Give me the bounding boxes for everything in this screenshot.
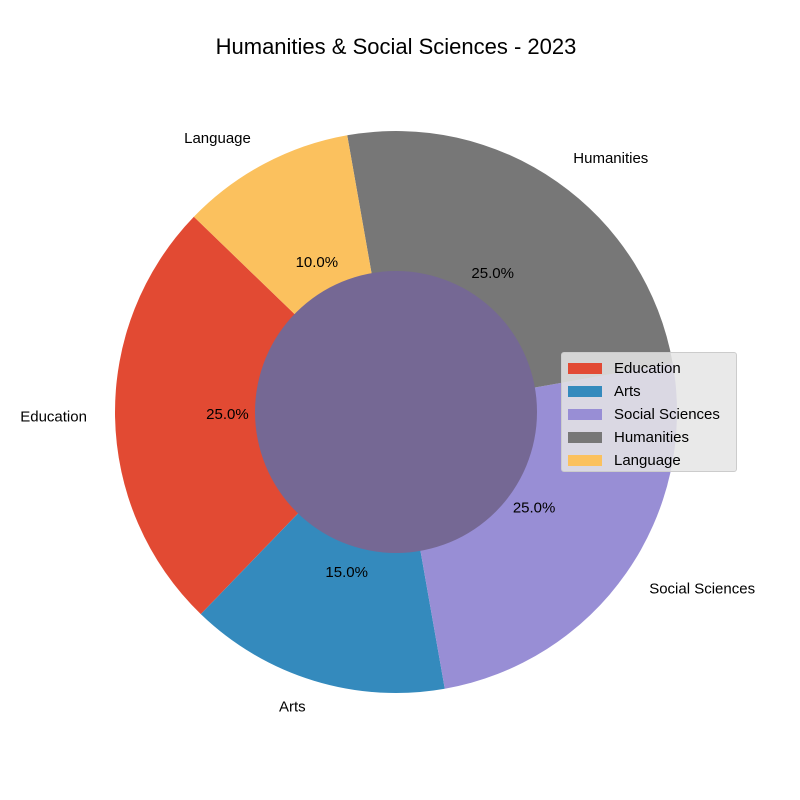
legend-item-humanities: Humanities <box>568 426 730 449</box>
legend-item-language: Language <box>568 449 730 472</box>
legend-swatch <box>568 432 602 443</box>
percent-label-social-sciences: 25.0% <box>513 500 556 517</box>
slice-label-arts: Arts <box>279 699 306 716</box>
legend-swatch <box>568 455 602 466</box>
legend-item-social-sciences: Social Sciences <box>568 403 730 426</box>
percent-labels: 25.0% 15.0% 25.0% 25.0% 10.0% <box>206 254 555 581</box>
legend-label: Humanities <box>614 429 690 446</box>
legend-swatch <box>568 363 602 374</box>
legend-item-arts: Arts <box>568 380 730 403</box>
slice-label-language: Language <box>184 130 251 147</box>
legend-label: Arts <box>614 383 641 400</box>
slice-label-education: Education <box>20 408 87 425</box>
legend-swatch <box>568 386 602 397</box>
legend-swatch <box>568 409 602 420</box>
chart-title: Humanities & Social Sciences - 2023 <box>216 34 577 59</box>
slice-label-humanities: Humanities <box>573 150 648 167</box>
percent-label-humanities: 25.0% <box>471 265 514 282</box>
legend-label: Social Sciences <box>614 406 720 423</box>
percent-label-education: 25.0% <box>206 406 249 423</box>
percent-label-arts: 15.0% <box>325 564 368 581</box>
slice-label-social-sciences: Social Sciences <box>649 580 755 597</box>
legend-label: Education <box>614 360 681 377</box>
percent-label-language: 10.0% <box>296 254 339 271</box>
legend: Education Arts Social Sciences Humanities La… <box>561 352 737 472</box>
slice-labels: Education Arts Social Sciences Humanities La… <box>20 130 755 716</box>
legend-item-education: Education <box>568 357 730 380</box>
donut-center <box>255 271 537 553</box>
legend-label: Language <box>614 452 681 469</box>
